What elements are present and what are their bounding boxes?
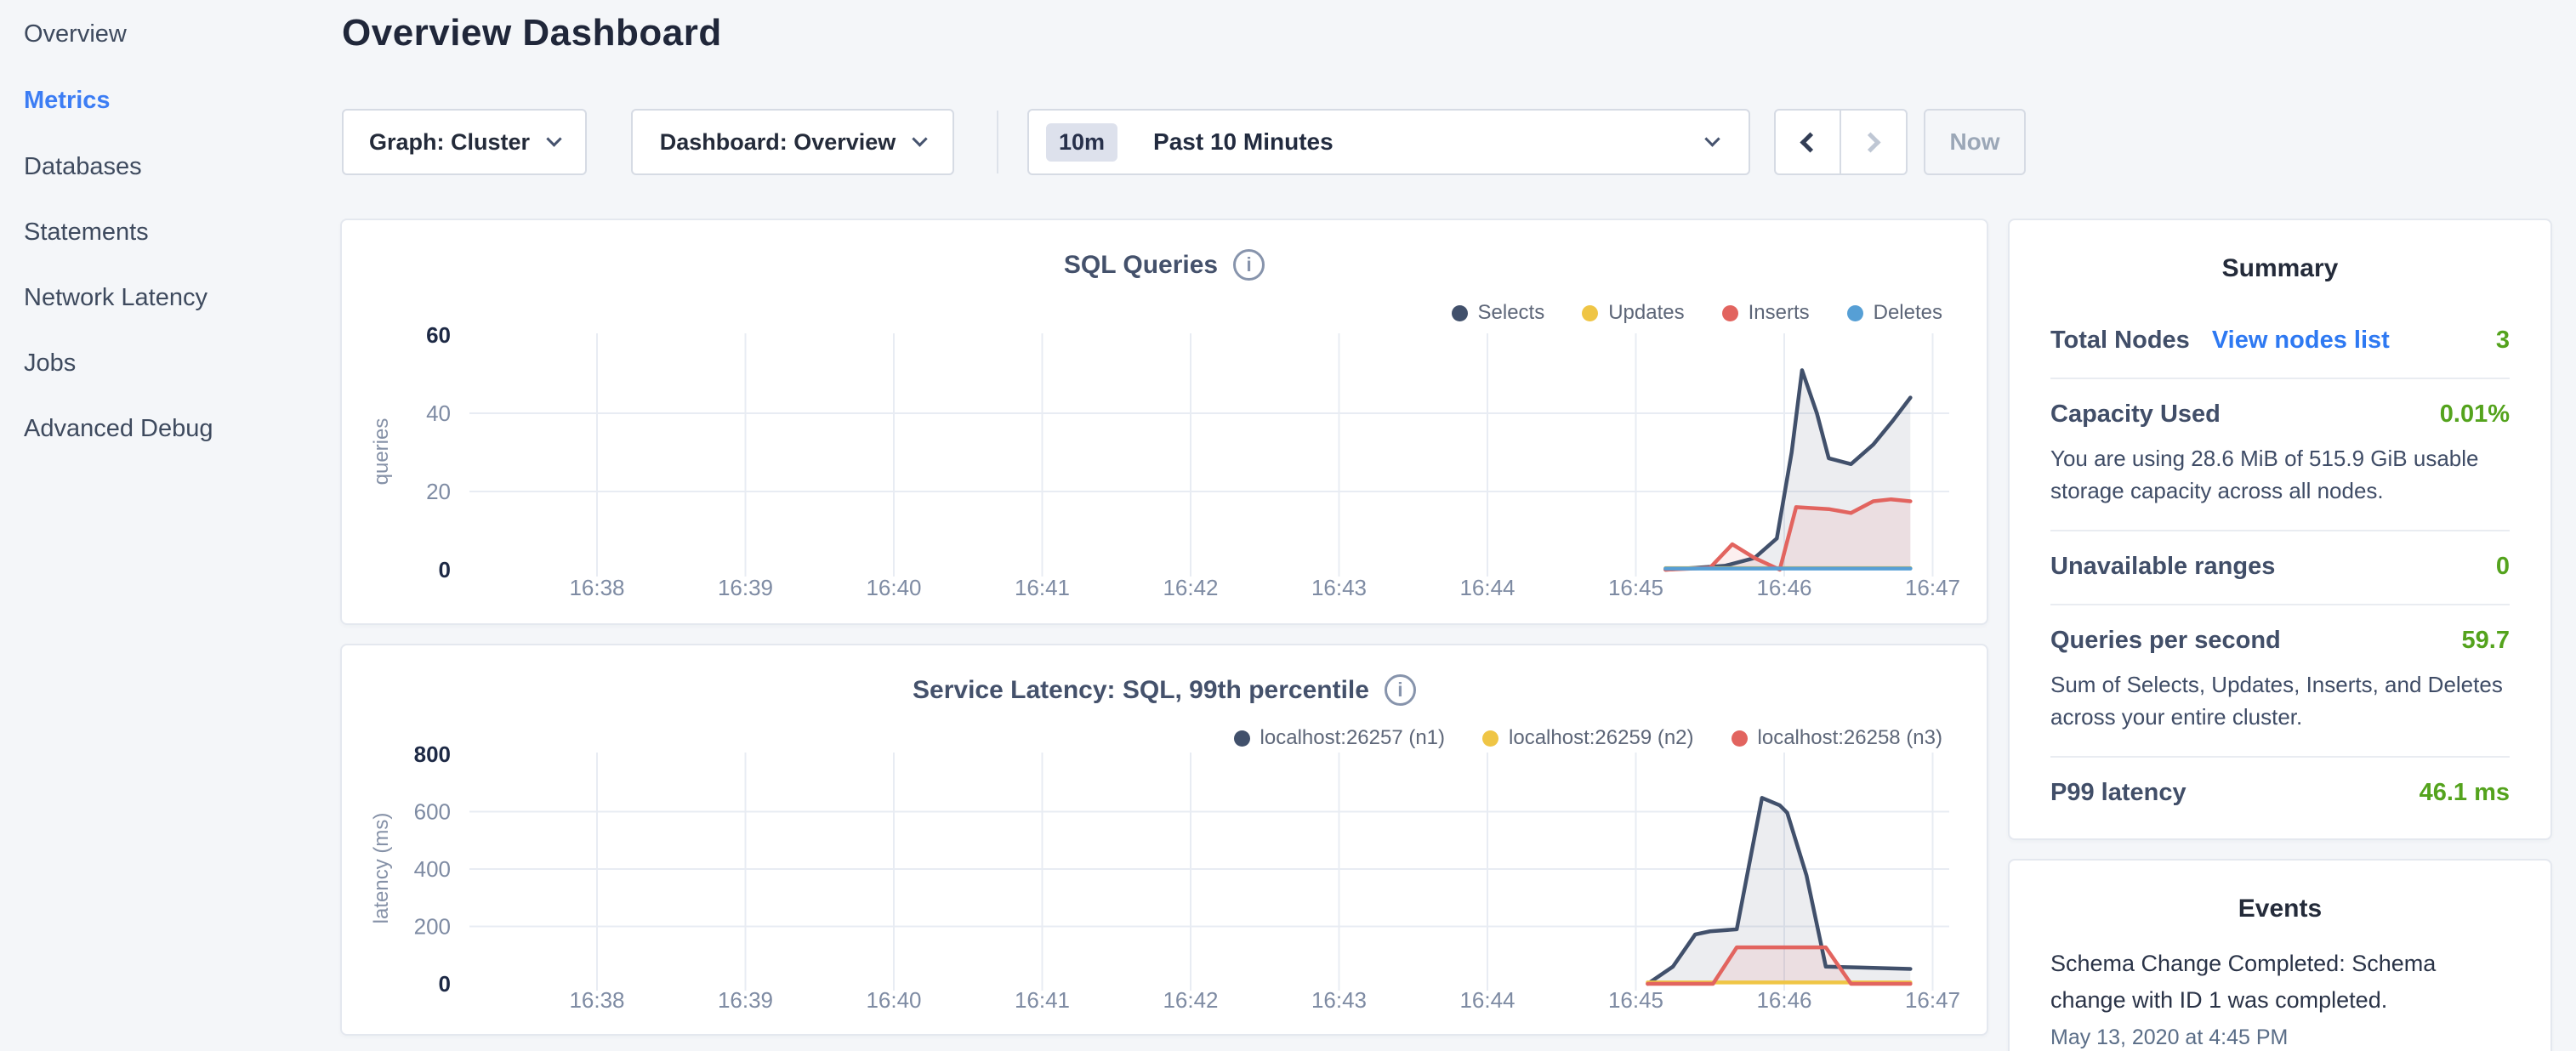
svg-text:16:38: 16:38 bbox=[569, 575, 624, 600]
metric-value: 0.01% bbox=[2440, 401, 2510, 429]
metric-label: Total Nodes bbox=[2050, 327, 2190, 355]
svg-text:16:44: 16:44 bbox=[1459, 575, 1515, 600]
svg-text:0: 0 bbox=[439, 971, 451, 997]
svg-text:40: 40 bbox=[426, 401, 451, 426]
chevron-right-icon bbox=[1861, 132, 1881, 152]
graph-scope-dropdown[interactable]: Graph: Cluster bbox=[342, 109, 587, 175]
event-message: Schema Change Completed: Schema change w… bbox=[2050, 946, 2493, 1019]
summary-title: Summary bbox=[2050, 220, 2510, 305]
svg-text:16:47: 16:47 bbox=[1905, 575, 1960, 600]
time-range-selector[interactable]: 10m Past 10 Minutes bbox=[1027, 109, 1750, 175]
svg-text:16:42: 16:42 bbox=[1163, 987, 1218, 1013]
sidebar-item-databases[interactable]: Databases bbox=[24, 153, 142, 181]
event-list-item[interactable]: Schema Change Completed: Schema change w… bbox=[2050, 946, 2510, 1050]
chevron-down-icon bbox=[1704, 131, 1720, 146]
svg-text:16:45: 16:45 bbox=[1608, 575, 1663, 600]
sidebar-item-network-latency[interactable]: Network Latency bbox=[24, 284, 208, 312]
chart-plot[interactable]: 0 200 400 600 800 16:38 16:39 16:40 16:41 16:42 16… bbox=[342, 645, 1987, 1034]
toolbar-divider bbox=[997, 111, 998, 173]
svg-text:16:39: 16:39 bbox=[718, 575, 773, 600]
time-step-forward-button[interactable] bbox=[1841, 111, 1907, 173]
graph-scope-label: Graph: Cluster bbox=[369, 129, 530, 156]
svg-text:16:41: 16:41 bbox=[1015, 987, 1070, 1013]
svg-text:600: 600 bbox=[414, 799, 451, 825]
svg-text:16:38: 16:38 bbox=[569, 987, 624, 1013]
time-range-badge: 10m bbox=[1046, 123, 1117, 162]
now-button[interactable]: Now bbox=[1924, 109, 2026, 175]
svg-text:16:44: 16:44 bbox=[1459, 987, 1515, 1013]
svg-text:20: 20 bbox=[426, 479, 451, 504]
svg-text:0: 0 bbox=[439, 557, 451, 582]
sidebar: Overview Metrics Databases Statements Ne… bbox=[0, 0, 340, 1051]
metric-value: 46.1 ms bbox=[2420, 779, 2510, 807]
svg-text:16:46: 16:46 bbox=[1756, 575, 1811, 600]
dashboard-label: Dashboard: Overview bbox=[660, 129, 896, 156]
svg-text:800: 800 bbox=[414, 741, 451, 767]
chevron-down-icon bbox=[546, 131, 561, 146]
svg-text:16:42: 16:42 bbox=[1163, 575, 1218, 600]
svg-text:400: 400 bbox=[414, 856, 451, 882]
svg-text:16:41: 16:41 bbox=[1015, 575, 1070, 600]
svg-text:16:43: 16:43 bbox=[1311, 575, 1367, 600]
svg-text:queries: queries bbox=[370, 418, 393, 486]
metric-label: Unavailable ranges bbox=[2050, 553, 2275, 581]
svg-text:16:45: 16:45 bbox=[1608, 987, 1663, 1013]
dashboard-dropdown[interactable]: Dashboard: Overview bbox=[631, 109, 954, 175]
metric-label: Queries per second bbox=[2050, 627, 2281, 655]
service-latency-chart-panel: Service Latency: SQL, 99th percentile i … bbox=[340, 644, 1988, 1036]
metric-value: 59.7 bbox=[2462, 627, 2510, 655]
events-title: Events bbox=[2050, 861, 2510, 946]
svg-text:16:39: 16:39 bbox=[718, 987, 773, 1013]
svg-text:200: 200 bbox=[414, 914, 451, 940]
summary-row-queries-per-second: Queries per second 59.7 Sum of Selects, … bbox=[2050, 605, 2510, 758]
svg-text:16:46: 16:46 bbox=[1756, 987, 1811, 1013]
summary-row-capacity-used: Capacity Used 0.01% You are using 28.6 M… bbox=[2050, 379, 2510, 531]
sidebar-item-advanced-debug[interactable]: Advanced Debug bbox=[24, 415, 213, 443]
sidebar-item-metrics[interactable]: Metrics bbox=[24, 87, 111, 115]
sql-queries-chart-panel: SQL Queries i SelectsUpdatesInsertsDelet… bbox=[340, 219, 1988, 625]
chevron-down-icon bbox=[913, 131, 928, 146]
svg-text:latency (ms): latency (ms) bbox=[370, 813, 393, 924]
sidebar-item-statements[interactable]: Statements bbox=[24, 219, 149, 247]
metric-label: Capacity Used bbox=[2050, 401, 2221, 429]
sidebar-item-overview[interactable]: Overview bbox=[24, 20, 127, 48]
event-timestamp: May 13, 2020 at 4:45 PM bbox=[2050, 1025, 2510, 1050]
sidebar-item-jobs[interactable]: Jobs bbox=[24, 349, 76, 378]
svg-text:16:40: 16:40 bbox=[866, 987, 921, 1013]
summary-row-total-nodes: Total Nodes View nodes list 3 bbox=[2050, 305, 2510, 379]
svg-text:16:43: 16:43 bbox=[1311, 987, 1367, 1013]
metric-value: 0 bbox=[2496, 553, 2510, 581]
svg-text:16:47: 16:47 bbox=[1905, 987, 1960, 1013]
chart-plot[interactable]: 0 20 40 60 16:38 16:39 16:40 16:41 16:42 16:43 16:… bbox=[342, 220, 1987, 623]
time-step-buttons bbox=[1774, 109, 1908, 175]
time-step-back-button[interactable] bbox=[1776, 111, 1841, 173]
summary-row-unavailable-ranges: Unavailable ranges 0 bbox=[2050, 531, 2510, 605]
chevron-left-icon bbox=[1800, 132, 1820, 152]
page-title: Overview Dashboard bbox=[342, 12, 722, 54]
summary-panel: Summary Total Nodes View nodes list 3 Ca… bbox=[2008, 219, 2552, 840]
metric-label: P99 latency bbox=[2050, 779, 2186, 807]
metric-value: 3 bbox=[2496, 327, 2510, 355]
view-nodes-list-link[interactable]: View nodes list bbox=[2212, 327, 2390, 355]
summary-row-p99-latency: P99 latency 46.1 ms bbox=[2050, 758, 2510, 830]
metric-description: You are using 28.6 MiB of 515.9 GiB usab… bbox=[2050, 442, 2510, 507]
time-range-label: Past 10 Minutes bbox=[1153, 128, 1333, 156]
svg-text:60: 60 bbox=[426, 322, 451, 348]
svg-text:16:40: 16:40 bbox=[866, 575, 921, 600]
events-panel: Events Schema Change Completed: Schema c… bbox=[2008, 859, 2552, 1051]
metric-description: Sum of Selects, Updates, Inserts, and De… bbox=[2050, 668, 2510, 733]
